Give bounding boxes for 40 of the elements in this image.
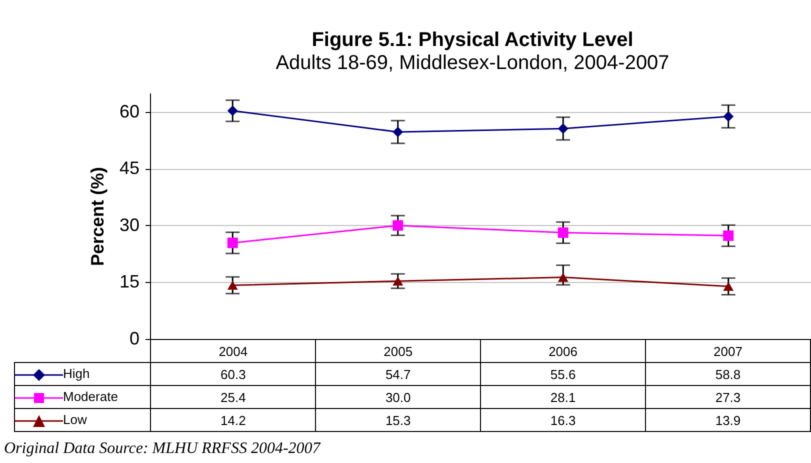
point <box>392 126 404 138</box>
y-tick-label: 45 <box>119 158 140 178</box>
point <box>723 111 734 122</box>
point <box>558 272 568 282</box>
legend-label: High <box>63 366 90 382</box>
legend-label: Moderate <box>63 389 118 404</box>
legend-label: Low <box>63 412 87 428</box>
text: Original Data Source: MLHU RRFSS 2004-2007 <box>4 440 320 458</box>
chart-subtitle: Adults 18-69, Middlesex-London, 2004-2007 <box>276 52 670 74</box>
data-label: 55.6 <box>480 362 646 386</box>
chart-title: Figure 5.1: Physical Activity Level <box>312 29 634 51</box>
data-label: 13.9 <box>646 408 810 432</box>
y-tick-label: 15 <box>119 272 140 292</box>
x-tick-label: 2004 <box>150 340 316 362</box>
data-label: 15.3 <box>316 408 481 432</box>
data-label: 58.8 <box>646 362 810 386</box>
x-tick-label: 2005 <box>316 340 481 362</box>
data-label: 14.2 <box>150 408 316 432</box>
x-tick-label: 2006 <box>480 340 646 362</box>
data-label: 28.1 <box>480 386 646 408</box>
point <box>392 220 404 231</box>
data-label: 30.0 <box>316 386 481 408</box>
point <box>558 227 568 238</box>
y-tick-label: 60 <box>119 101 140 122</box>
data-label: 60.3 <box>150 362 316 386</box>
point <box>227 280 238 290</box>
data-label: 16.3 <box>480 408 646 432</box>
point <box>723 282 734 291</box>
point <box>227 106 238 116</box>
point <box>723 230 734 241</box>
y-tick-label: 30 <box>119 214 140 235</box>
point <box>227 238 238 248</box>
point <box>558 123 568 134</box>
x-tick-label: 2007 <box>646 340 810 362</box>
y-tick-label: 0 <box>129 328 140 348</box>
data-label: 25.4 <box>150 386 316 408</box>
point <box>392 276 404 286</box>
y-axis-title: Percent (%) <box>87 166 108 266</box>
data-label: 54.7 <box>316 362 481 386</box>
data-label: 27.3 <box>646 386 810 408</box>
